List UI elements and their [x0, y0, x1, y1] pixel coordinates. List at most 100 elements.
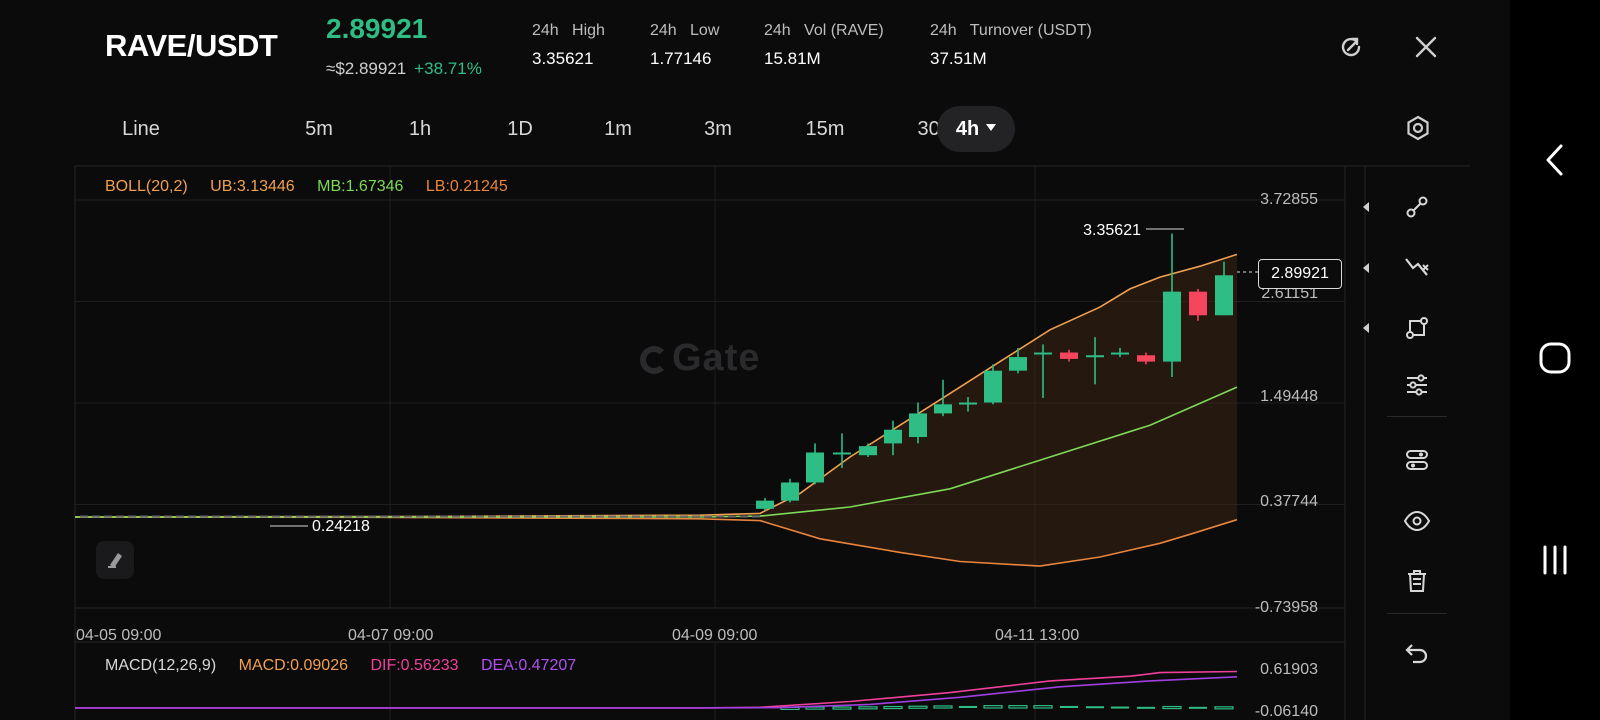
tab-1d[interactable]: 1D: [507, 118, 533, 140]
candle-body: [128, 515, 136, 518]
candle-body: [476, 515, 484, 518]
candle-body: [1189, 291, 1207, 316]
high-marker: 3.35621: [1083, 222, 1141, 239]
macd-bar: [832, 706, 852, 710]
candle-body: [260, 515, 268, 518]
macd-dea-line: [75, 676, 1238, 709]
candle: [984, 364, 1002, 405]
macd-bar: [1137, 706, 1155, 709]
stat-value: 15.81M: [764, 49, 821, 68]
candle: [884, 420, 902, 456]
trash-icon[interactable]: [1377, 556, 1457, 606]
candle-body: [756, 500, 774, 509]
candle-body: [152, 515, 160, 518]
candle-body: [524, 515, 532, 518]
system-nav-bar: [1510, 0, 1600, 720]
candle: [1009, 347, 1027, 374]
tab-line[interactable]: Line: [122, 118, 160, 140]
boll-ub-line: [74, 253, 1238, 518]
candle-body: [1086, 355, 1104, 358]
tab-3m[interactable]: 3m: [704, 118, 732, 140]
crossline-icon[interactable]: [1363, 243, 1457, 293]
candle-body: [80, 515, 88, 518]
candle-body: [716, 515, 724, 518]
candle-body: [164, 515, 172, 518]
candle-body: [644, 515, 652, 518]
candle-body: [632, 515, 640, 518]
home-icon[interactable]: [1510, 333, 1600, 383]
tab-1h[interactable]: 1h: [408, 118, 432, 140]
stat-value: 3.35621: [532, 49, 594, 68]
shape-icon[interactable]: [1363, 303, 1457, 353]
price-axis-label: 2.61151: [1261, 285, 1318, 302]
macd-bar: [883, 705, 903, 710]
indicator-icon[interactable]: [1377, 435, 1457, 485]
candle: [1137, 352, 1155, 365]
stat-label: 24h Low: [650, 22, 720, 39]
candle-body: [1215, 275, 1233, 316]
hexagon-settings-icon[interactable]: [1403, 113, 1433, 143]
tab-4h[interactable]: 4h: [937, 106, 1015, 152]
tab-5m[interactable]: 5m: [305, 118, 333, 140]
chevron-down-icon: [986, 124, 997, 132]
candle-body: [728, 515, 736, 518]
candle-body: [440, 515, 448, 518]
macd-bar: [1189, 706, 1207, 709]
macd-bar: [1162, 705, 1182, 710]
candle-body: [806, 452, 824, 483]
gate-logo-icon: [640, 346, 668, 374]
time-axis-label: 04-05 09:00: [76, 627, 162, 644]
candle-body: [392, 515, 400, 518]
boll-lb: LB:0.21245: [425, 178, 508, 195]
macd-bar: [1086, 706, 1104, 709]
sliders-icon[interactable]: [1377, 360, 1457, 410]
eye-icon[interactable]: [1377, 496, 1457, 546]
back-icon[interactable]: [1510, 135, 1600, 185]
current-price-tag: 2.89921: [1258, 259, 1342, 289]
toolbar-divider: [1387, 613, 1447, 614]
kline-chart[interactable]: 3.72855 2.61151 1.49448 0.37744 -0.73958…: [0, 0, 1510, 720]
macd-bar: [1008, 705, 1028, 709]
boll-ub: UB:3.13446: [210, 178, 295, 195]
macd-histogram: [780, 705, 1234, 711]
refresh-icon[interactable]: [1336, 32, 1366, 62]
macd-bar: [805, 706, 825, 710]
trendline-icon[interactable]: [1363, 182, 1457, 232]
time-axis-label: 04-11 13:00: [995, 627, 1079, 644]
candle-body: [428, 515, 436, 518]
macd-bar: [1033, 705, 1053, 709]
recents-icon[interactable]: [1510, 535, 1600, 585]
tab-4h-label: 4h: [955, 118, 980, 140]
macd-bar: [1111, 706, 1129, 709]
candle-body: [404, 515, 412, 518]
undo-icon[interactable]: [1377, 627, 1457, 677]
close-icon[interactable]: [1411, 32, 1441, 62]
tab-1m[interactable]: 1m: [604, 118, 632, 140]
candle: [1034, 344, 1052, 398]
eraser-icon[interactable]: [96, 541, 134, 579]
candle-body: [884, 429, 902, 444]
candle: [934, 379, 952, 417]
stat-turnover: 24h Turnover (USDT) 37.51M: [930, 22, 1092, 69]
candle-body: [1034, 352, 1052, 355]
candle-body: [296, 515, 304, 518]
candle-body: [92, 515, 100, 518]
macd-bar: [908, 705, 928, 709]
tab-15m[interactable]: 15m: [805, 118, 845, 140]
dif-value: DIF:0.56233: [370, 657, 459, 674]
stat-label: 24h Vol (RAVE): [764, 22, 884, 39]
candle-body: [224, 515, 232, 518]
candlesticks: [80, 233, 1233, 518]
stat-label: 24h High: [532, 22, 605, 39]
candle-body: [512, 515, 520, 518]
macd-name: MACD(12,26,9): [105, 657, 217, 674]
candle: [909, 402, 927, 444]
stat-value: 37.51M: [930, 49, 987, 68]
dea-value: DEA:0.47207: [480, 657, 577, 674]
candle-body: [1009, 357, 1027, 371]
macd-bar: [959, 705, 977, 708]
candle-body: [572, 515, 580, 518]
watermark-text: Gate: [672, 337, 761, 379]
candle-body: [1111, 352, 1129, 355]
macd-value: MACD:0.09026: [238, 657, 348, 674]
